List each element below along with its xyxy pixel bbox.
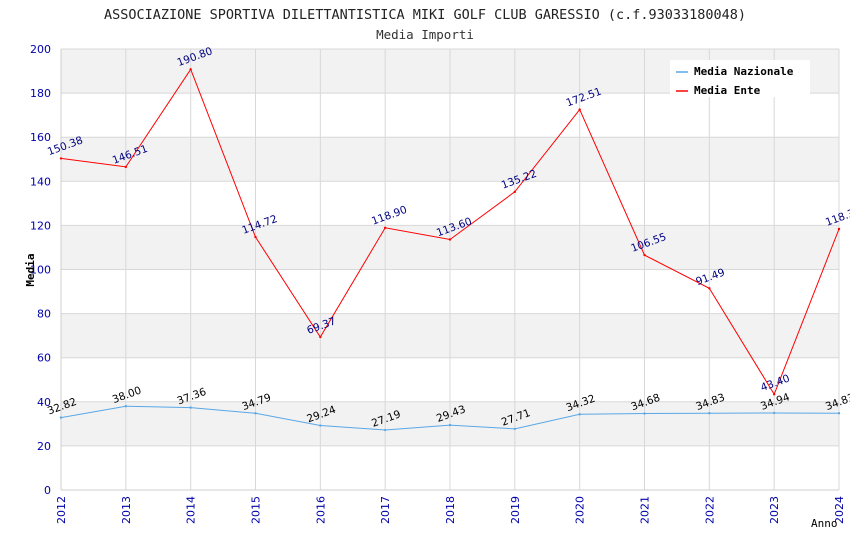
x-tick-label: 2024 [833, 496, 846, 524]
x-tick-label: 2017 [379, 496, 392, 524]
data-point-media-nazionale [59, 416, 63, 419]
data-point-media-ente [837, 227, 841, 231]
x-tick-label: 2016 [314, 496, 327, 524]
data-point-media-nazionale [448, 423, 452, 427]
y-tick-label: 80 [37, 308, 51, 321]
y-tick-label: 180 [30, 87, 51, 100]
y-tick-label: 60 [37, 352, 51, 365]
y-tick-label: 20 [37, 440, 51, 453]
data-point-media-ente [448, 238, 452, 241]
data-point-media-ente [254, 235, 257, 239]
chart-title: ASSOCIAZIONE SPORTIVA DILETTANTISTICA MI… [104, 7, 746, 23]
series-layer [59, 68, 841, 432]
y-tick-label: 200 [30, 43, 51, 56]
y-tick-label: 100 [30, 264, 51, 277]
x-tick-label: 2022 [703, 496, 716, 524]
data-point-media-nazionale [837, 411, 841, 415]
data-point-media-ente [124, 165, 128, 169]
y-tick-label: 160 [30, 131, 51, 144]
data-point-media-ente [189, 68, 192, 71]
data-point-media-ente [513, 190, 517, 194]
y-tick-label: 140 [30, 175, 51, 188]
x-tick-label: 2013 [120, 496, 133, 524]
data-point-media-nazionale [578, 413, 581, 416]
y-tick-label: 0 [44, 484, 51, 497]
x-axis-label: Anno [811, 517, 838, 530]
axes-layer: 0 20 40 60 80 100 120 140 160 180 200 2012 2013 2014 2… [30, 43, 846, 524]
x-tick-label: 2020 [574, 496, 587, 524]
x-tick-label: 2021 [639, 496, 652, 524]
data-point-media-nazionale [254, 412, 257, 415]
legend-label-media-nazionale: Media Nazionale [694, 65, 794, 78]
y-tick-label: 120 [30, 219, 51, 232]
data-point-media-nazionale [124, 405, 128, 408]
y-axis-label: Media [24, 253, 37, 286]
data-point-media-ente [319, 335, 322, 339]
data-point-media-ente [708, 287, 711, 290]
x-tick-label: 2023 [768, 496, 781, 524]
x-tick-label: 2012 [55, 496, 68, 524]
x-tick-label: 2014 [185, 496, 198, 524]
x-tick-label: 2018 [444, 496, 457, 524]
data-point-media-ente [578, 108, 581, 111]
data-point-media-nazionale [319, 424, 322, 427]
legend-box [670, 60, 810, 97]
data-point-media-ente [383, 226, 387, 230]
data-point-media-nazionale [189, 406, 192, 409]
data-point-media-nazionale [383, 428, 387, 432]
chart-subtitle: Media Importi [376, 27, 474, 42]
x-tick-label: 2019 [509, 496, 522, 524]
data-point-media-ente [643, 253, 646, 257]
legend: Media Nazionale Media Ente [670, 60, 810, 97]
legend-label-media-ente: Media Ente [694, 84, 761, 97]
x-tick-label: 2015 [250, 496, 263, 524]
data-point-media-nazionale [772, 411, 776, 415]
data-point-media-nazionale [708, 411, 711, 415]
data-point-media-ente [59, 157, 63, 160]
y-tick-label: 40 [37, 396, 51, 409]
data-point-media-nazionale [513, 427, 517, 431]
data-point-media-nazionale [643, 412, 646, 415]
data-point-media-ente [772, 393, 776, 396]
